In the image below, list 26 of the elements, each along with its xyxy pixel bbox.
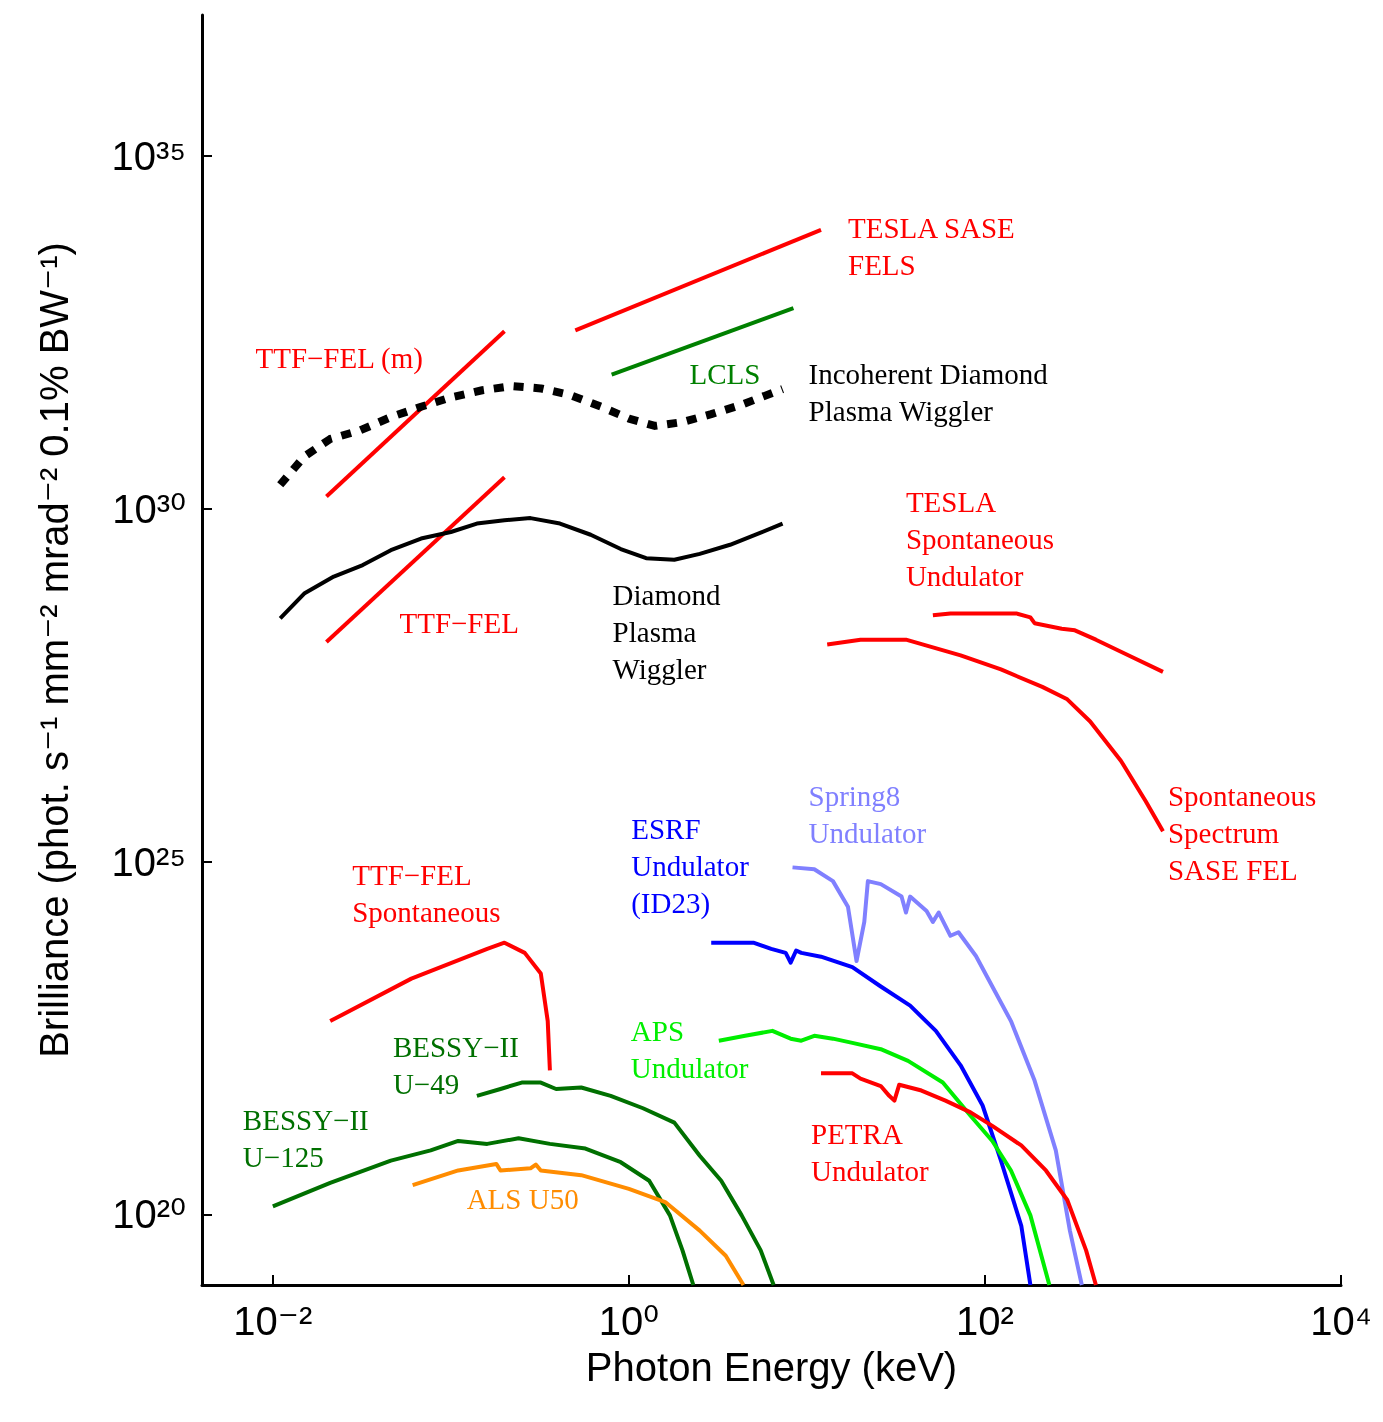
x-tick-label: 10² (956, 1299, 1014, 1343)
x-tick-label: 10⁻² (233, 1299, 313, 1343)
x-axis-title: Photon Energy (keV) (585, 1345, 958, 1389)
series-label: BESSY−II U−49 (392, 1031, 519, 1101)
series-label: BESSY−II U−125 (242, 1103, 369, 1173)
y-tick-label: 10³⁰ (112, 486, 186, 531)
x-tick-label: 10⁴ (1310, 1299, 1372, 1343)
y-tick-label: 10²⁰ (112, 1192, 186, 1237)
series-label: TESLA SASE FELS (848, 212, 1015, 282)
series-label: Spring8 Undulator (808, 779, 927, 849)
series-label: LCLS (689, 357, 761, 390)
x-tick-label: 10⁰ (598, 1299, 660, 1343)
series-label: Diamond Plasma Wiggler (612, 579, 722, 686)
series-label: PETRA Undulator (811, 1117, 929, 1187)
series-label: TESLA Spontaneous Undulator (905, 485, 1055, 592)
series-label: Spontaneous Spectrum SASE FEL (1167, 779, 1317, 886)
series-label: ALS U50 (466, 1182, 579, 1215)
series-label: Incoherent Diamond Plasma Wiggler (808, 357, 1049, 427)
y-tick-label: 10³⁵ (111, 134, 186, 179)
series-label: TTF−FEL (m) (255, 341, 423, 375)
y-axis-title: Brilliance (phot. s⁻¹ mm⁻² mrad⁻² 0.1% BW⁻¹) (32, 242, 76, 1058)
series-label: APS Undulator (630, 1015, 749, 1085)
series-label: TTF−FEL Spontaneous (352, 858, 501, 928)
series-label: ESRF Undulator (ID23) (631, 813, 750, 921)
y-tick-label: 10²⁵ (111, 839, 186, 884)
series-label: TTF−FEL (399, 606, 519, 639)
